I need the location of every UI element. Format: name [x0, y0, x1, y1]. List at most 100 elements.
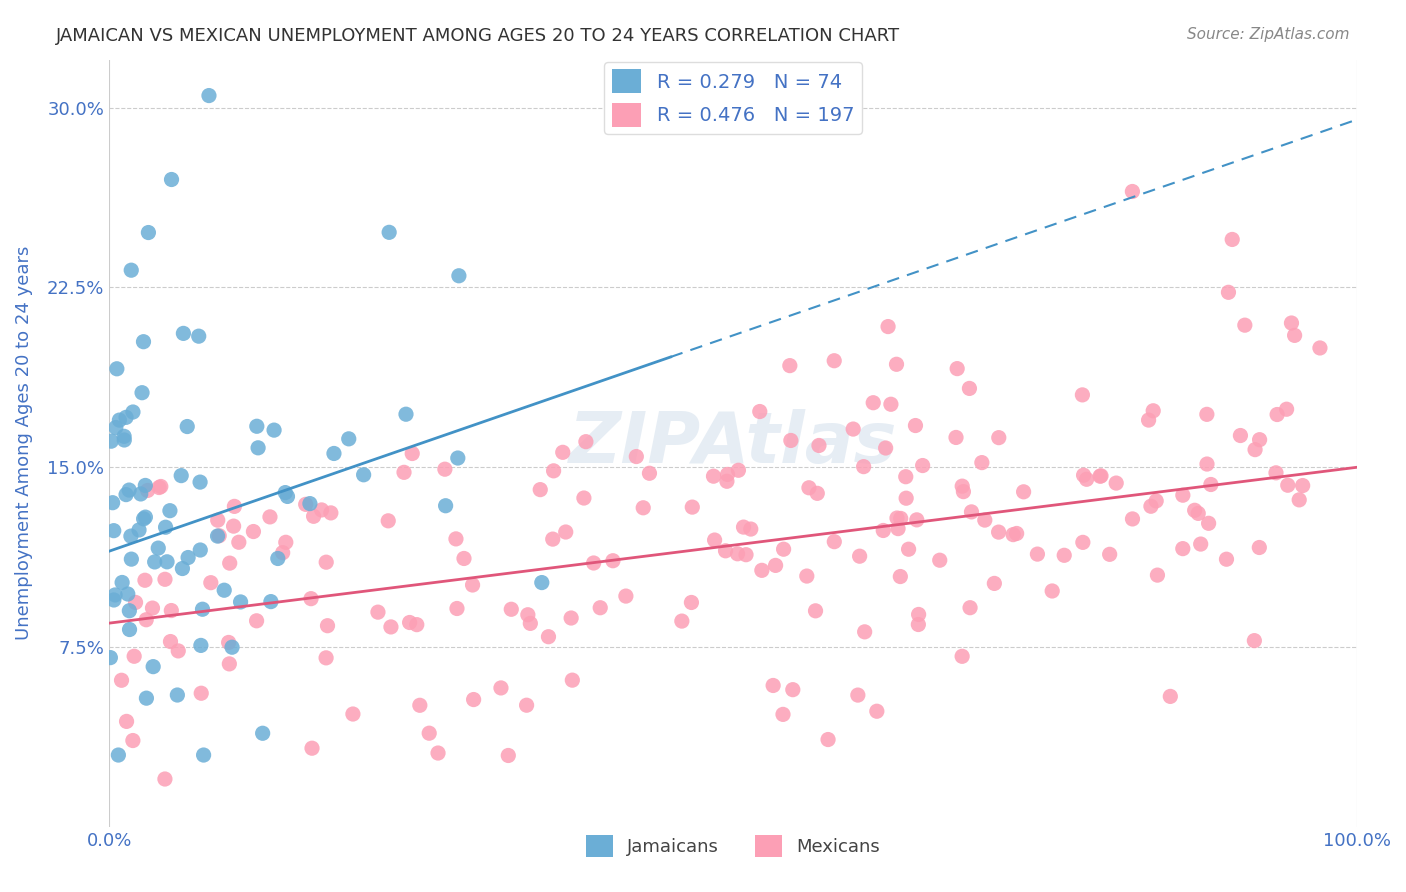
- Mexicans: [315, 555, 337, 569]
- Jamaicans: [447, 450, 470, 465]
- Mexicans: [551, 445, 574, 459]
- Mexicans: [1199, 477, 1222, 491]
- Mexicans: [631, 500, 654, 515]
- Jamaicans: [118, 604, 141, 618]
- Mexicans: [319, 506, 342, 520]
- Jamaicans: [221, 640, 243, 655]
- Jamaicans: [252, 726, 274, 740]
- Jamaicans: [112, 429, 135, 443]
- Mexicans: [886, 357, 908, 371]
- Jamaicans: [193, 747, 215, 762]
- Mexicans: [1073, 468, 1095, 483]
- Mexicans: [1284, 328, 1306, 343]
- Mexicans: [866, 704, 889, 718]
- Mexicans: [853, 624, 876, 639]
- Mexicans: [299, 591, 322, 606]
- Mexicans: [894, 491, 917, 506]
- Mexicans: [541, 532, 564, 546]
- Mexicans: [274, 535, 297, 549]
- Mexicans: [907, 607, 929, 622]
- Mexicans: [638, 467, 661, 481]
- Mexicans: [543, 464, 565, 478]
- Mexicans: [1187, 507, 1209, 521]
- Mexicans: [1292, 478, 1315, 492]
- Mexicans: [453, 551, 475, 566]
- Mexicans: [1002, 527, 1025, 541]
- Jamaicans: [134, 510, 156, 524]
- Mexicans: [245, 614, 267, 628]
- Mexicans: [714, 543, 737, 558]
- Mexicans: [498, 748, 520, 763]
- Jamaicans: [378, 225, 401, 239]
- Mexicans: [1171, 541, 1194, 556]
- Jamaicans: [135, 691, 157, 706]
- Mexicans: [875, 441, 897, 455]
- Jamaicans: [276, 490, 298, 504]
- Mexicans: [167, 644, 190, 658]
- Mexicans: [970, 456, 993, 470]
- Mexicans: [554, 524, 576, 539]
- Jamaicans: [212, 583, 235, 598]
- Jamaicans: [260, 594, 283, 608]
- Y-axis label: Unemployment Among Ages 20 to 24 years: Unemployment Among Ages 20 to 24 years: [15, 246, 32, 640]
- Mexicans: [122, 733, 145, 747]
- Mexicans: [377, 514, 399, 528]
- Jamaicans: [337, 432, 360, 446]
- Mexicans: [983, 576, 1005, 591]
- Jamaicans: [207, 529, 229, 543]
- Jamaicans: [247, 441, 270, 455]
- Mexicans: [405, 617, 427, 632]
- Mexicans: [1265, 466, 1288, 480]
- Mexicans: [946, 361, 969, 376]
- Mexicans: [110, 673, 132, 688]
- Jamaicans: [160, 172, 183, 186]
- Jamaicans: [434, 499, 457, 513]
- Mexicans: [928, 553, 950, 567]
- Mexicans: [897, 542, 920, 557]
- Mexicans: [159, 634, 181, 648]
- Mexicans: [1198, 516, 1220, 531]
- Mexicans: [135, 613, 157, 627]
- Mexicans: [797, 481, 820, 495]
- Mexicans: [807, 438, 830, 452]
- Mexicans: [134, 574, 156, 588]
- Mexicans: [782, 682, 804, 697]
- Mexicans: [433, 462, 456, 476]
- Jamaicans: [132, 512, 155, 526]
- Text: Source: ZipAtlas.com: Source: ZipAtlas.com: [1187, 27, 1350, 42]
- Jamaicans: [191, 602, 214, 616]
- Mexicans: [1071, 388, 1094, 402]
- Mexicans: [1121, 512, 1143, 526]
- Mexicans: [218, 556, 240, 570]
- Mexicans: [796, 569, 818, 583]
- Mexicans: [671, 614, 693, 628]
- Jamaicans: [118, 483, 141, 497]
- Jamaicans: [156, 555, 179, 569]
- Mexicans: [727, 463, 749, 477]
- Mexicans: [572, 491, 595, 505]
- Jamaicans: [120, 552, 142, 566]
- Jamaicans: [115, 410, 138, 425]
- Mexicans: [950, 649, 973, 664]
- Mexicans: [1277, 478, 1299, 492]
- Mexicans: [779, 359, 801, 373]
- Mexicans: [461, 578, 484, 592]
- Mexicans: [751, 563, 773, 577]
- Mexicans: [1249, 433, 1271, 447]
- Mexicans: [228, 535, 250, 549]
- Mexicans: [242, 524, 264, 539]
- Jamaicans: [353, 467, 375, 482]
- Mexicans: [115, 714, 138, 729]
- Mexicans: [904, 418, 927, 433]
- Jamaicans: [298, 497, 321, 511]
- Mexicans: [398, 615, 420, 630]
- Mexicans: [380, 620, 402, 634]
- Mexicans: [1105, 476, 1128, 491]
- Mexicans: [889, 569, 911, 583]
- Mexicans: [1215, 552, 1237, 566]
- Mexicans: [446, 601, 468, 615]
- Jamaicans: [112, 433, 135, 447]
- Mexicans: [315, 650, 337, 665]
- Mexicans: [122, 649, 145, 664]
- Mexicans: [529, 483, 551, 497]
